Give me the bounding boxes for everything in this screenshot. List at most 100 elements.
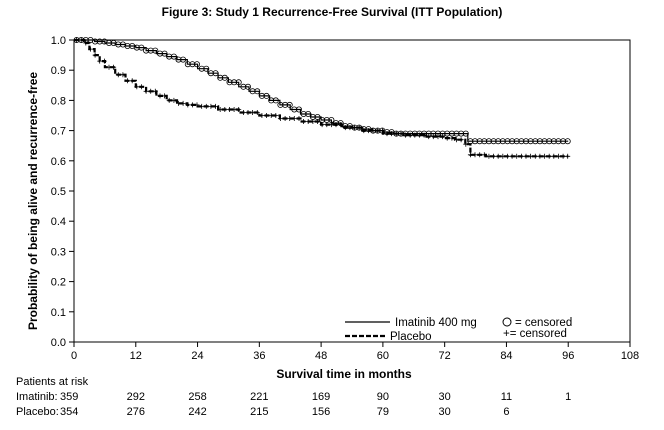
censor-plus [203, 103, 209, 109]
censor-plus [138, 84, 144, 90]
censor-circle [272, 97, 279, 104]
censor-circle [166, 53, 173, 60]
censor-circle [207, 70, 214, 77]
censor-circle [555, 138, 562, 145]
censor-plus [518, 153, 524, 159]
censor-plus [389, 131, 395, 137]
risk-count: 359 [60, 391, 78, 403]
imatinib-censor-marks [73, 37, 571, 145]
censor-plus [463, 141, 469, 147]
censor-plus [166, 97, 172, 103]
censor-plus [430, 134, 436, 140]
risk-count: 292 [127, 391, 145, 403]
censor-plus [347, 125, 353, 131]
x-tick-label: 96 [562, 350, 574, 362]
censor-plus [514, 153, 520, 159]
censor-plus [537, 153, 543, 159]
censor-circle [156, 50, 163, 57]
censor-circle [143, 47, 150, 54]
censor-plus [101, 58, 107, 64]
censor-circle [184, 61, 191, 68]
censor-circle [175, 56, 182, 63]
censor-plus [458, 137, 464, 143]
censor-plus [532, 153, 538, 159]
censor-circle [147, 47, 154, 54]
censor-plus [310, 119, 316, 124]
risk-count: 242 [188, 406, 206, 418]
risk-count: 79 [377, 406, 389, 418]
y-axis-title: Probability of being alive and recurrenc… [26, 72, 40, 330]
censor-plus [565, 153, 571, 159]
y-tick-label: 0.7 [51, 126, 66, 138]
censor-plus [240, 110, 246, 115]
x-axis-title: Survival time in months [276, 367, 412, 381]
y-tick-label: 0.4 [51, 216, 66, 228]
risk-count: 156 [312, 406, 330, 418]
censor-circle [485, 138, 492, 145]
censor-circle [541, 138, 548, 145]
censor-circle [189, 61, 196, 68]
censor-plus [449, 135, 455, 141]
risk-count: 11 [501, 391, 512, 403]
legend-placebo-label: Placebo [390, 331, 432, 343]
censor-plus [74, 37, 80, 43]
censor-circle [295, 106, 302, 113]
censor-plus [250, 110, 256, 115]
censor-circle [560, 138, 567, 145]
censor-circle [504, 138, 511, 145]
censor-plus [375, 128, 381, 134]
censor-plus [426, 134, 432, 140]
censor-circle [286, 101, 293, 108]
censor-plus [254, 110, 260, 115]
censor-circle [249, 88, 256, 95]
censor-circle [300, 111, 307, 118]
imatinib-curve [74, 39, 569, 142]
risk-count: 169 [312, 391, 330, 403]
censor-plus [407, 132, 413, 138]
y-tick-label: 0.5 [51, 186, 66, 198]
y-tick-label: 1.0 [51, 35, 66, 47]
censor-plus [412, 132, 418, 138]
censor-plus [338, 122, 344, 128]
y-tick-label: 0.2 [51, 277, 66, 289]
censor-circle [550, 138, 557, 145]
risk-count: 258 [188, 391, 206, 403]
censor-plus [328, 122, 334, 128]
censor-circle [481, 138, 488, 145]
censor-circle [96, 38, 103, 45]
censor-circle [458, 130, 465, 137]
censor-circle [523, 138, 530, 145]
censor-plus [92, 52, 98, 58]
censor-circle [268, 97, 275, 104]
censor-plus [472, 152, 478, 158]
censor-plus [222, 107, 228, 112]
censor-circle [161, 50, 168, 57]
censor-circle [277, 101, 284, 108]
censor-plus [440, 134, 446, 140]
x-tick-label: 108 [621, 350, 639, 362]
censor-plus [551, 153, 557, 159]
censor-circle [564, 138, 571, 145]
censor-circle [490, 138, 497, 145]
x-tick-label: 36 [253, 350, 265, 362]
censor-plus [291, 116, 297, 121]
censor-plus [259, 113, 265, 118]
y-tick-label: 0.3 [51, 246, 66, 258]
risk-count: 276 [127, 406, 145, 418]
censor-plus [162, 93, 168, 99]
censor-plus [500, 153, 506, 159]
risk-count: 215 [250, 406, 268, 418]
censor-plus [384, 131, 390, 137]
risk-heading: Patients at risk [16, 376, 89, 388]
censor-circle [546, 138, 553, 145]
censor-circle [152, 47, 159, 54]
censor-plus [454, 137, 459, 143]
censor-plus [83, 40, 89, 46]
censor-circle [133, 44, 140, 51]
censor-circle [263, 92, 270, 99]
censor-plus [134, 84, 140, 90]
censor-plus [264, 113, 269, 118]
censor-plus [546, 153, 552, 159]
risk-count: 1 [565, 391, 571, 403]
